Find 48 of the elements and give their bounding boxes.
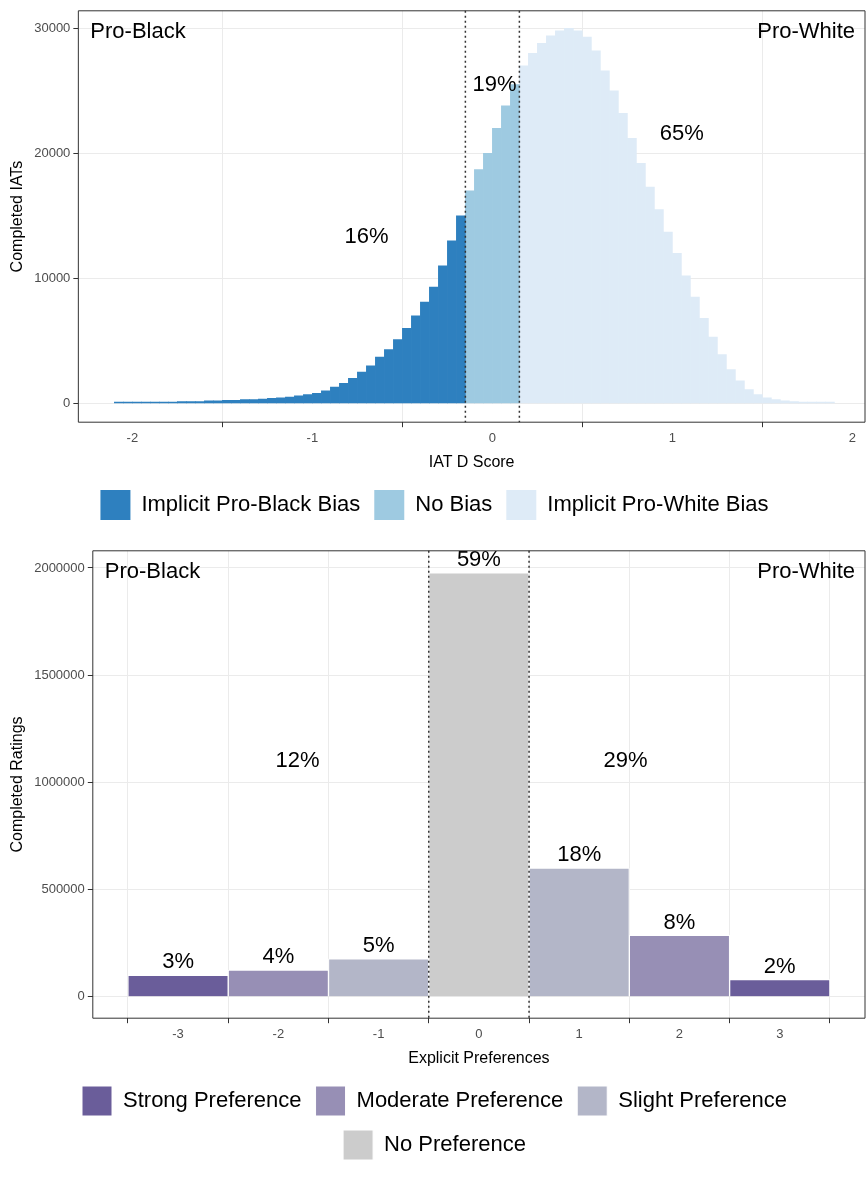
x-tick-label: -1 xyxy=(306,429,319,445)
x-tick-label: 1 xyxy=(668,429,676,445)
annotation: Pro-Black xyxy=(104,557,202,583)
annotation: Pro-Black xyxy=(90,17,187,43)
x-tick-label: 2 xyxy=(848,429,857,445)
x-tick-label: -2 xyxy=(272,1025,285,1041)
y-tick-label: 2000000 xyxy=(34,559,85,575)
legend-label: Moderate Preference xyxy=(356,1087,564,1113)
annotation: 5% xyxy=(362,931,395,957)
legend-label: Implicit Pro-White Bias xyxy=(547,491,769,517)
y-axis-title: Completed IATs xyxy=(8,160,26,273)
y-tick-label: 10000 xyxy=(34,269,71,285)
annotation: 65% xyxy=(659,120,704,146)
annotation: 8% xyxy=(663,908,696,934)
annotation: Pro-White xyxy=(757,17,855,43)
y-tick-label: 0 xyxy=(63,395,71,411)
annotation: 4% xyxy=(262,943,295,969)
y-axis-title: Completed Ratings xyxy=(8,716,26,853)
legend-label: Implicit Pro-Black Bias xyxy=(141,491,361,517)
annotation: Pro-White xyxy=(757,557,855,583)
y-tick-label: 0 xyxy=(77,988,85,1004)
y-tick-label: 1000000 xyxy=(34,773,85,789)
y-tick-label: 500000 xyxy=(41,881,85,897)
annotation: 18% xyxy=(557,841,602,867)
x-tick-label: 3 xyxy=(776,1025,784,1041)
annotation: 59% xyxy=(456,545,501,571)
legend-label: Slight Preference xyxy=(618,1087,787,1113)
y-tick-label: 20000 xyxy=(34,144,71,160)
x-tick-label: -2 xyxy=(126,429,139,445)
x-axis-title: IAT D Score xyxy=(428,452,515,470)
annotation: 19% xyxy=(472,70,517,96)
annotation: 3% xyxy=(162,948,194,974)
x-tick-label: -1 xyxy=(372,1025,385,1041)
x-tick-label: 1 xyxy=(575,1025,583,1041)
x-axis-title: Explicit Preferences xyxy=(408,1048,550,1066)
x-tick-label: 2 xyxy=(675,1025,684,1041)
annotation: 29% xyxy=(603,747,648,773)
legend-label: Strong Preference xyxy=(123,1087,302,1113)
y-tick-label: 1500000 xyxy=(34,666,85,682)
x-tick-label: -3 xyxy=(172,1025,184,1041)
x-tick-label: 0 xyxy=(488,429,496,445)
annotation: 16% xyxy=(344,223,389,249)
annotation: 2% xyxy=(763,952,796,978)
legend-label: No Bias xyxy=(415,491,493,517)
annotation: 12% xyxy=(275,747,320,773)
y-tick-label: 30000 xyxy=(34,19,71,35)
x-tick-label: 0 xyxy=(475,1025,483,1041)
legend-label: No Preference xyxy=(384,1131,526,1157)
